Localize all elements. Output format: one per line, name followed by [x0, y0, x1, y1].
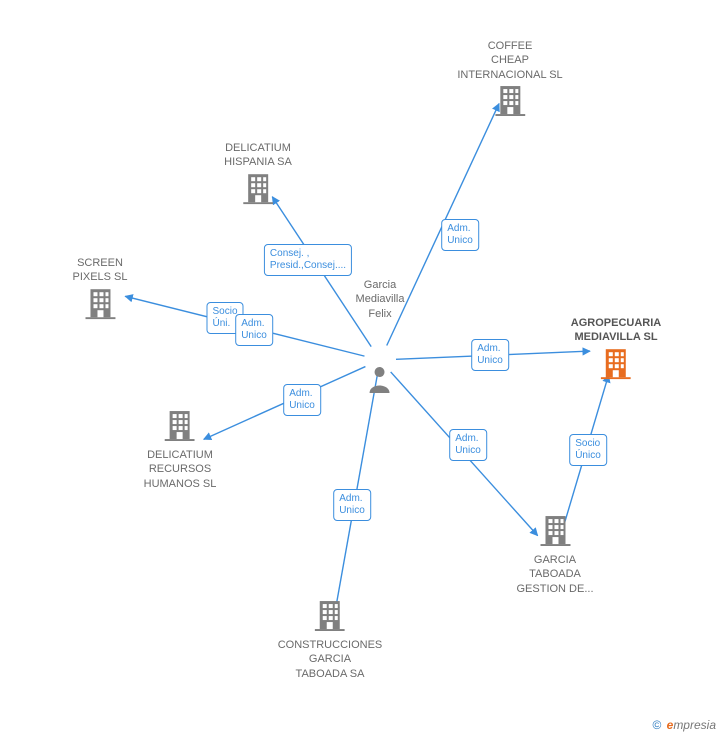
company-label: GARCIA TABOADA GESTION DE... — [516, 553, 593, 596]
building-icon — [540, 533, 570, 550]
building-icon — [85, 306, 115, 323]
edge-label: Adm. Unico — [471, 339, 509, 371]
watermark: © empresia — [652, 718, 716, 732]
edge-label: Socio Único — [569, 434, 607, 466]
person-icon — [368, 380, 392, 397]
edge-label: Adm. Unico — [449, 429, 487, 461]
brand-rest: mpresia — [673, 718, 716, 732]
building-icon — [315, 618, 345, 635]
company-node-construcciones: CONSTRUCCIONES GARCIA TABOADA SA — [278, 599, 383, 681]
company-node-coffee: COFFEE CHEAP INTERNACIONAL SL — [457, 39, 562, 121]
edge-label: Adm. Unico — [441, 219, 479, 251]
edge-label: Adm. Unico — [283, 384, 321, 416]
company-label: DELICATIUM HISPANIA SA — [224, 141, 292, 170]
company-label: DELICATIUM RECURSOS HUMANOS SL — [144, 448, 217, 491]
edge-label: Adm. Unico — [333, 489, 371, 521]
company-node-agrop: AGROPECUARIA MEDIAVILLA SL — [571, 316, 661, 384]
edge-label: Consej. , Presid.,Consej.... — [264, 244, 352, 276]
company-label: SCREEN PIXELS SL — [72, 256, 127, 285]
company-node-garcia_taboada: GARCIA TABOADA GESTION DE... — [516, 514, 593, 596]
company-node-screen: SCREEN PIXELS SL — [72, 256, 127, 324]
company-label: AGROPECUARIA MEDIAVILLA SL — [571, 316, 661, 345]
edge-label: Adm. Unico — [235, 314, 273, 346]
building-icon — [165, 428, 195, 445]
building-icon — [495, 103, 525, 120]
company-node-delicatium_hispania: DELICATIUM HISPANIA SA — [224, 141, 292, 209]
center-person-label: Garcia Mediavilla Felix — [356, 278, 405, 321]
copyright-symbol: © — [652, 718, 661, 732]
building-icon — [601, 366, 631, 383]
company-node-delicatium_rh: DELICATIUM RECURSOS HUMANOS SL — [144, 409, 217, 491]
company-label: CONSTRUCCIONES GARCIA TABOADA SA — [278, 638, 383, 681]
company-label: COFFEE CHEAP INTERNACIONAL SL — [457, 39, 562, 82]
building-icon — [243, 191, 273, 208]
center-person-node: Garcia Mediavilla Felix — [356, 322, 405, 398]
